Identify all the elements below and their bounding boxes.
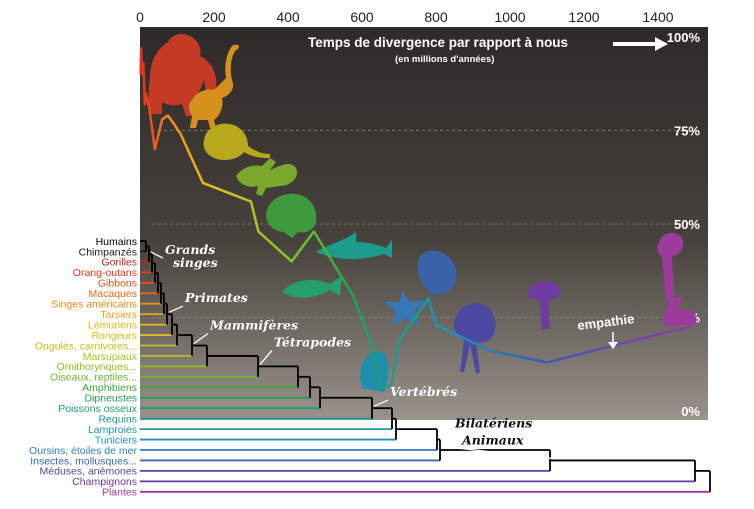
x-tick-label: 0 xyxy=(136,9,144,25)
species-label: Plantes xyxy=(102,487,137,499)
species-label: Singes américains xyxy=(51,299,137,311)
clade-pointer xyxy=(259,349,273,365)
lizard-icon xyxy=(236,158,298,196)
clade-label: Animaux xyxy=(461,432,524,447)
x-tick-label: 400 xyxy=(276,9,300,25)
y-tick-label: 50% xyxy=(674,217,700,232)
x-tick-label: 800 xyxy=(424,9,448,25)
species-label: Humains xyxy=(96,236,137,248)
clade-label: Vertébrés xyxy=(390,384,457,399)
animal-silhouettes xyxy=(148,34,697,392)
species-label: Tarsiers xyxy=(100,309,137,321)
plot-panel xyxy=(140,27,708,420)
x-tick-label: 600 xyxy=(350,9,374,25)
plant-icon xyxy=(657,232,697,326)
clade-pointer xyxy=(150,251,164,259)
lamprey-icon xyxy=(360,350,389,392)
species-label: Dipneustes xyxy=(84,393,137,405)
species-label: Méduses, anémones xyxy=(40,466,137,478)
chart-subtitle: (en millions d'années) xyxy=(395,54,494,65)
rat-icon xyxy=(203,123,270,160)
mushroom-icon xyxy=(527,281,561,330)
empathy-curve xyxy=(139,46,696,390)
species-label: Oursins, étoiles de mer xyxy=(29,445,137,457)
species-label: Oiseaux, reptiles... xyxy=(50,372,137,384)
jellyfish-icon xyxy=(454,302,496,374)
species-label: Lémuriens xyxy=(88,319,137,331)
shark-icon xyxy=(316,232,392,259)
x-tick-label: 1000 xyxy=(494,9,525,25)
x-tick-label: 200 xyxy=(202,9,226,25)
right-arrow-icon xyxy=(613,37,668,51)
clade-label: Primates xyxy=(184,290,248,305)
clade-label: Mammifères xyxy=(209,318,298,333)
fish-icon xyxy=(282,276,342,298)
species-label: Gorilles xyxy=(101,257,137,269)
species-label: Amphibiens xyxy=(82,382,137,394)
y-tick-label: 75% xyxy=(674,124,700,139)
species-label: Ornithorynques... xyxy=(56,361,137,373)
species-label: Tuniciers xyxy=(95,434,137,446)
species-label: Marsupiaux xyxy=(83,351,138,363)
x-tick-label: 1200 xyxy=(568,9,599,25)
empathy-arrow-icon xyxy=(608,332,618,349)
species-label: Orang-outans xyxy=(73,267,137,279)
species-label: Requins xyxy=(98,413,137,425)
monkey-icon xyxy=(189,44,239,128)
species-label: Ongulés, carnivores... xyxy=(35,340,137,352)
species-label: Chimpanzés xyxy=(79,246,137,258)
clade-pointer xyxy=(168,305,184,313)
species-label: Insectes, mollusques... xyxy=(30,455,137,467)
clade-pointer xyxy=(373,399,389,407)
species-label: Champignons xyxy=(72,476,137,488)
clade-label: Bilatériens xyxy=(454,416,532,431)
empathy-label: empathie xyxy=(577,311,635,333)
clade-pointer xyxy=(438,430,454,439)
beetle-icon xyxy=(417,250,457,295)
frog-icon xyxy=(266,193,317,238)
y-tick-label: 0% xyxy=(681,404,700,419)
y-tick-label: 100% xyxy=(667,30,701,45)
species-label: Poissons osseux xyxy=(58,403,138,415)
clade-pointer xyxy=(193,332,209,345)
phylogenetic-tree xyxy=(140,240,711,493)
species-label: Rongeurs xyxy=(91,330,137,342)
clade-label: Grands singes xyxy=(165,242,218,270)
clade-labels: Grands singes Primates MammifèresTétrapodes… xyxy=(150,242,553,460)
species-label: Macaques xyxy=(89,288,137,300)
species-label: Gibbons xyxy=(98,278,137,290)
x-tick-label: 1400 xyxy=(642,9,673,25)
gorilla-icon xyxy=(148,34,217,116)
species-labels: HumainsChimpanzésGorillesOrang-outansGib… xyxy=(29,236,138,499)
clade-label: Tétrapodes xyxy=(274,334,351,349)
x-axis: 0 200 400 600 800 1000 1200 1400 xyxy=(136,9,674,25)
gridlines xyxy=(152,130,694,318)
chart-title: Temps de divergence par rapport à nous xyxy=(308,35,568,50)
clade-pointer xyxy=(459,447,553,460)
species-label: Lamproies xyxy=(88,424,137,436)
